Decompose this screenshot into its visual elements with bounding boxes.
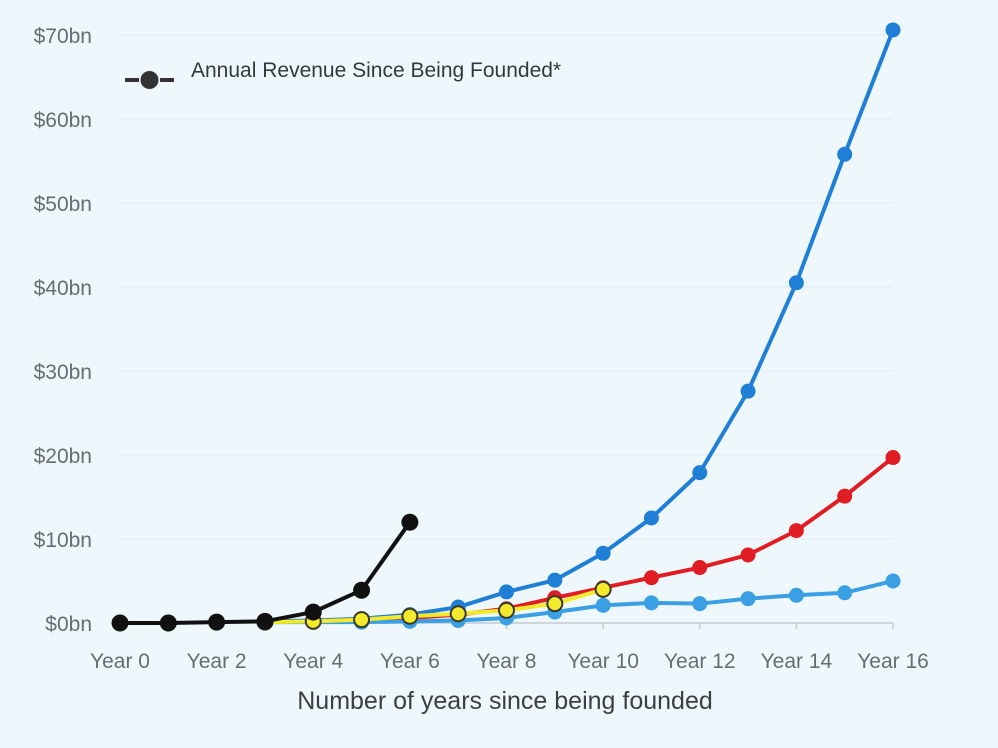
data-point (643, 510, 659, 526)
data-point (837, 488, 853, 504)
series-0 (257, 22, 901, 629)
legend-marker (140, 71, 159, 89)
series-1 (257, 450, 901, 630)
data-point (885, 22, 901, 38)
data-point (885, 573, 901, 589)
data-point (256, 612, 274, 630)
data-point (740, 383, 756, 399)
data-point (643, 570, 659, 586)
y-tick-label: $10bn (34, 529, 92, 552)
data-point (499, 584, 514, 600)
data-point (740, 591, 756, 607)
x-tick-label: Year 12 (664, 650, 736, 673)
data-point (885, 450, 901, 466)
legend-label: Annual Revenue Since Being Founded* (191, 59, 561, 82)
data-point (788, 275, 804, 291)
data-point (837, 146, 853, 162)
data-point (546, 595, 564, 613)
data-point (595, 545, 611, 561)
x-axis-title: Number of years since being founded (297, 687, 713, 715)
y-tick-label: $70bn (34, 25, 92, 48)
data-point (692, 465, 708, 481)
series-3 (256, 580, 612, 631)
data-point (353, 611, 371, 629)
data-point (401, 607, 419, 625)
tick-layer: $0bn $10bn $20bn $30bn $40bn $50bn $60bn $70bn Y… (34, 25, 929, 673)
x-tick-label: Year 8 (477, 650, 537, 673)
data-point (159, 614, 177, 632)
data-point (304, 603, 322, 621)
series-layer (111, 22, 901, 632)
x-tick-label: Year 2 (187, 650, 247, 673)
x-tick-label: Year 16 (857, 650, 929, 673)
data-point (788, 523, 804, 539)
data-point (547, 572, 563, 588)
grid-layer (120, 34, 893, 540)
legend: Annual Revenue Since Being Founded* (125, 59, 561, 89)
x-tick-label: Year 14 (761, 650, 833, 673)
data-point (788, 587, 804, 603)
x-tick-label: Year 0 (90, 650, 150, 673)
data-point (401, 513, 419, 531)
y-tick-label: $30bn (34, 361, 92, 384)
data-point (353, 581, 371, 599)
y-tick-label: $0bn (45, 613, 92, 636)
data-point (692, 596, 708, 612)
data-point (498, 601, 515, 619)
y-tick-label: $40bn (34, 277, 92, 300)
data-point (643, 595, 659, 611)
data-point (837, 585, 853, 601)
y-tick-label: $60bn (34, 109, 92, 132)
x-tick-label: Year 4 (283, 650, 343, 673)
data-point (740, 547, 756, 563)
x-tick-label: Year 6 (380, 650, 440, 673)
data-point (692, 560, 708, 576)
data-point (111, 614, 129, 632)
series-line (118, 520, 412, 625)
y-tick-label: $20bn (34, 445, 92, 468)
x-tick-label: Year 10 (567, 650, 639, 673)
data-point (208, 613, 226, 631)
data-point (595, 597, 611, 613)
data-point (449, 605, 467, 623)
data-point (594, 580, 612, 598)
y-tick-label: $50bn (34, 193, 92, 216)
series-4 (111, 513, 419, 632)
